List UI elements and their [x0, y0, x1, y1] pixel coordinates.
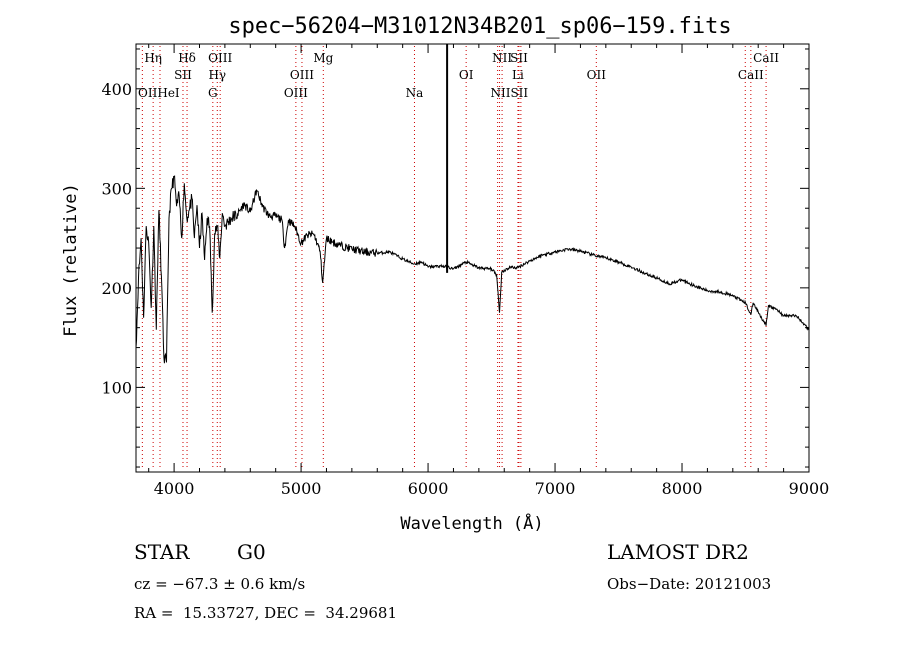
- x-tick-label: 7000: [535, 479, 576, 498]
- coordinates: RA = 15.33727, DEC = 34.29681: [134, 604, 398, 622]
- line-marker-label: Na: [406, 86, 424, 100]
- redshift-velocity: cz = −67.3 ± 0.6 km/s: [134, 575, 306, 593]
- line-marker-label: OII: [587, 68, 607, 82]
- y-axis-label: Flux (relative): [61, 183, 81, 337]
- object-subclass: G0: [237, 540, 266, 564]
- y-tick-label: 200: [101, 279, 132, 298]
- object-class: STAR: [134, 540, 190, 564]
- x-axis-label: Wavelength (Å): [400, 512, 543, 534]
- line-marker-label: OIII: [290, 68, 314, 82]
- observation-date: Obs−Date: 20121003: [607, 575, 772, 593]
- x-tick-label: 9000: [789, 479, 830, 498]
- line-marker-label: Hδ: [178, 51, 196, 65]
- line-marker-label: SII: [510, 51, 528, 65]
- spectrum-line: [135, 175, 810, 364]
- marker-lines: [141, 46, 767, 470]
- line-marker-label: NIISII: [490, 86, 528, 100]
- line-marker-label: Hη: [144, 51, 162, 65]
- line-marker-label: SII: [174, 68, 192, 82]
- line-marker-label: OIIHeI: [138, 86, 180, 100]
- line-marker-label: OIII: [208, 51, 232, 65]
- line-marker-label: Mg: [313, 51, 333, 65]
- line-marker-label: Hγ: [208, 68, 226, 82]
- line-marker-label: OI: [459, 68, 474, 82]
- x-tick-label: 4000: [154, 479, 195, 498]
- x-tick-label: 5000: [281, 479, 322, 498]
- y-axis: 100 200 300 400: [101, 48, 809, 468]
- line-marker-label: CaII: [753, 51, 779, 65]
- survey-name: LAMOST DR2: [607, 540, 749, 564]
- line-marker-label: OIII: [284, 86, 308, 100]
- line-marker-label: Li: [512, 68, 524, 82]
- y-tick-label: 400: [101, 80, 132, 99]
- line-marker-label: CaII: [738, 68, 764, 82]
- line-marker-label: NII: [492, 51, 512, 65]
- plot-frame: [135, 43, 810, 473]
- y-tick-label: 100: [101, 378, 132, 397]
- x-tick-label: 8000: [662, 479, 703, 498]
- chart-title: spec−56204−M31012N34B201_sp06−159.fits: [228, 14, 731, 39]
- x-tick-label: 6000: [408, 479, 449, 498]
- y-tick-label: 300: [101, 179, 132, 198]
- line-marker-label: G: [208, 86, 218, 100]
- x-axis: 4000 5000 6000 7000 8000 9000: [148, 44, 830, 498]
